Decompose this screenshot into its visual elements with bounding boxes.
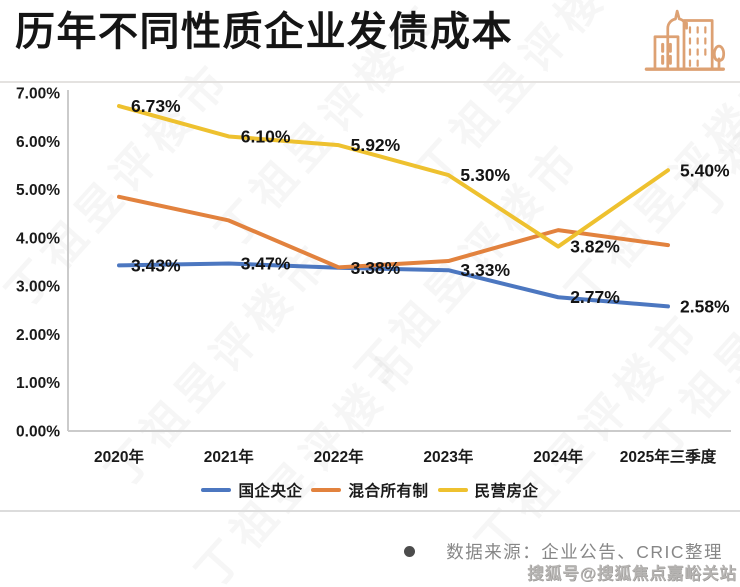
x-axis-label: 2025年三季度	[620, 447, 717, 466]
data-label: 3.38%	[351, 258, 401, 278]
data-label: 3.33%	[460, 260, 510, 280]
data-label: 2.77%	[570, 287, 620, 307]
data-label: 5.40%	[680, 160, 730, 180]
y-axis-tick: 5.00%	[16, 182, 60, 199]
legend-item-2: 民营房企	[437, 479, 539, 501]
footer-divider	[0, 510, 740, 512]
series-line-1	[117, 194, 670, 270]
y-axis-tick: 4.00%	[16, 230, 60, 247]
source-row: 数据来源：企业公告、CRIC整理	[404, 539, 723, 564]
legend-item-1: 混合所有制	[311, 479, 428, 501]
y-axis-tick: 3.00%	[16, 279, 60, 296]
y-axis-tick: 6.00%	[16, 134, 60, 151]
x-axis-label: 2020年	[94, 447, 144, 466]
x-axis-label: 2023年	[423, 447, 473, 466]
data-label: 3.43%	[131, 255, 181, 275]
buildings-icon	[641, 6, 727, 81]
legend-swatch-icon	[311, 488, 342, 492]
x-axis-label: 2024年	[533, 447, 583, 466]
y-axis-tick: 2.00%	[16, 327, 60, 344]
legend-label: 国企央企	[238, 483, 303, 500]
y-axis-tick: 7.00%	[16, 86, 60, 103]
y-axis-tick: 1.00%	[16, 375, 60, 392]
series-line-0	[117, 261, 670, 309]
x-axis-label: 2021年	[204, 447, 254, 466]
data-label: 3.82%	[570, 237, 620, 257]
data-label: 6.73%	[131, 96, 181, 116]
data-label: 3.47%	[241, 253, 291, 273]
page-title: 历年不同性质企业发债成本	[15, 10, 513, 54]
legend-label: 混合所有制	[348, 483, 429, 500]
chart-legend: 国企央企 混合所有制 民营房企	[0, 479, 740, 501]
data-label: 5.30%	[460, 165, 510, 185]
y-axis-tick: 0.00%	[16, 424, 60, 441]
data-source-label: 数据来源：企业公告、CRIC整理	[446, 542, 723, 562]
sohu-watermark: 搜狐号@搜狐焦点嘉峪关站	[527, 565, 737, 583]
data-label: 2.58%	[680, 296, 730, 316]
header-divider	[0, 81, 740, 83]
legend-item-0: 国企央企	[201, 479, 302, 501]
legend-swatch-icon	[201, 488, 232, 492]
bullet-icon	[404, 546, 416, 557]
data-label: 6.10%	[241, 126, 291, 146]
x-axis-label: 2022年	[314, 447, 364, 466]
legend-label: 民营房企	[474, 483, 539, 500]
series-line-2	[117, 104, 670, 249]
legend-swatch-icon	[437, 488, 468, 492]
data-label: 5.92%	[351, 135, 401, 155]
